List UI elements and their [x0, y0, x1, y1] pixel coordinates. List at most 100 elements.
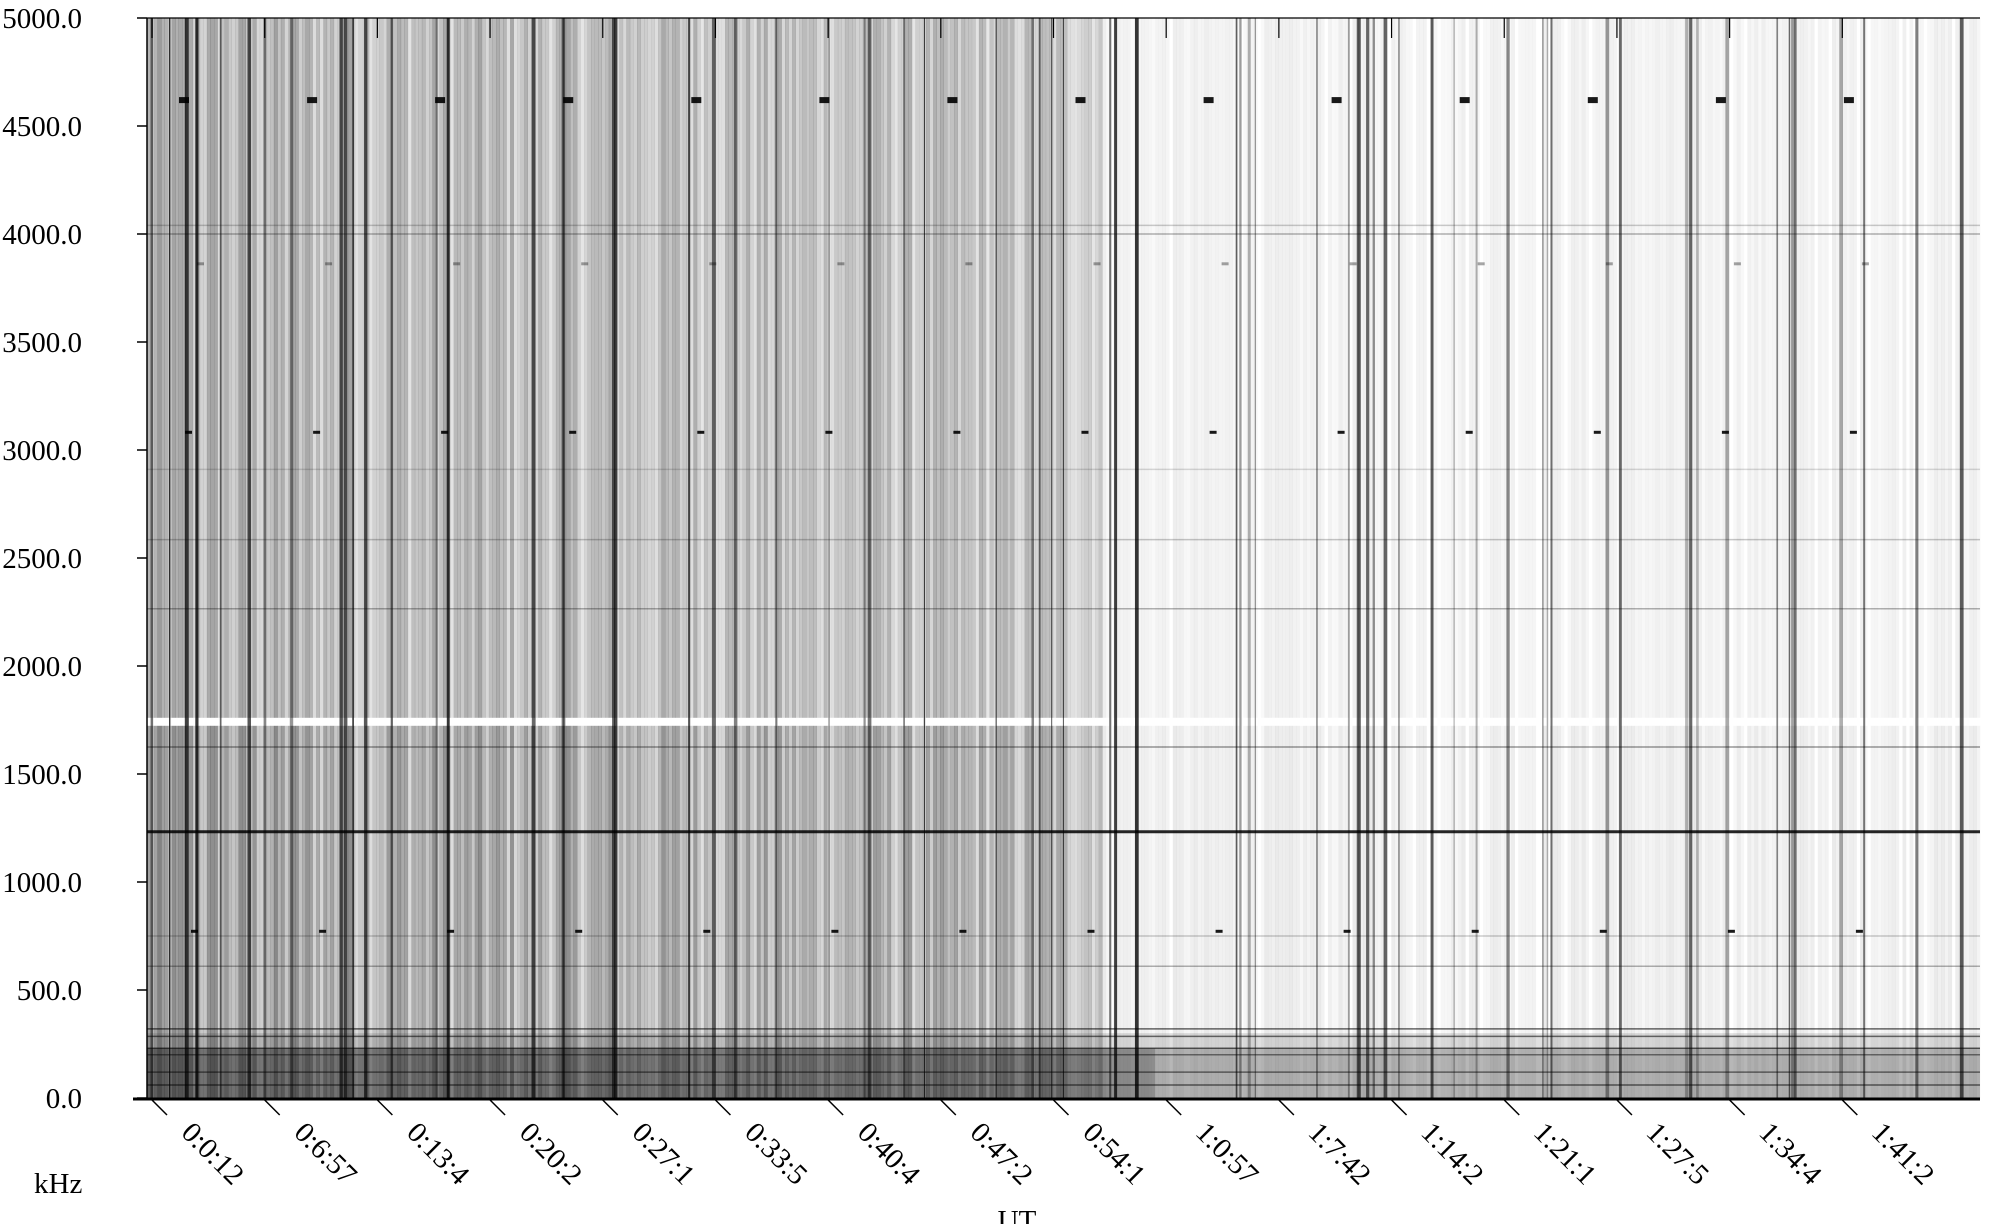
noise-column — [1504, 18, 1508, 718]
noise-column — [862, 725, 867, 1098]
noise-column — [432, 725, 437, 1098]
noise-column — [1359, 18, 1364, 718]
x-tick-label: 0:13:4 — [400, 1116, 475, 1191]
noise-column — [1282, 725, 1286, 1098]
noise-column — [1197, 725, 1202, 1098]
noise-column — [943, 725, 948, 1098]
noise-column — [228, 18, 232, 718]
noise-column — [319, 18, 324, 718]
noise-column — [827, 18, 832, 718]
noise-column — [682, 18, 687, 718]
noise-column — [1395, 18, 1399, 718]
impulse-line — [1959, 18, 1964, 1098]
noise-column — [1849, 725, 1854, 1098]
noise-column — [1014, 725, 1018, 1098]
noise-column — [799, 725, 803, 1098]
periodic-marker — [1081, 430, 1089, 434]
noise-column — [538, 725, 543, 1098]
noise-column — [182, 18, 187, 718]
periodic-marker — [691, 97, 702, 104]
periodic-marker — [1465, 430, 1473, 434]
noise-column — [1070, 18, 1075, 718]
noise-column — [1909, 18, 1914, 718]
noise-column — [1116, 18, 1121, 718]
noise-column — [439, 725, 444, 1098]
noise-column — [1229, 725, 1233, 1098]
noise-column — [1342, 725, 1346, 1098]
noise-column — [978, 725, 983, 1098]
noise-column — [309, 18, 313, 718]
noise-column — [1155, 725, 1159, 1098]
noise-column — [1930, 725, 1935, 1098]
noise-column — [555, 18, 560, 718]
noise-column — [224, 725, 229, 1098]
noise-column — [524, 725, 528, 1098]
noise-column — [249, 725, 253, 1098]
noise-column — [520, 18, 525, 718]
noise-column — [1162, 725, 1166, 1098]
noise-column — [897, 18, 902, 718]
noise-column — [478, 725, 483, 1098]
noise-column — [510, 725, 514, 1098]
periodic-marker — [825, 430, 833, 434]
noise-column — [598, 18, 602, 718]
noise-column — [883, 18, 888, 718]
impulse-line — [435, 18, 438, 1098]
noise-column — [852, 725, 856, 1098]
noise-column — [1468, 725, 1473, 1098]
noise-column — [756, 18, 761, 718]
noise-column — [957, 18, 962, 718]
noise-column — [584, 725, 588, 1098]
x-tick-label: 0:47:2 — [964, 1116, 1039, 1191]
noise-column — [1310, 18, 1315, 718]
noise-column — [644, 725, 648, 1098]
noise-column — [989, 725, 994, 1098]
noise-column — [372, 18, 377, 718]
noise-column — [580, 725, 585, 1098]
noise-column — [1652, 725, 1656, 1098]
impulse-line — [562, 18, 566, 1098]
impulse-line — [1696, 18, 1699, 1098]
noise-column — [1920, 725, 1924, 1098]
low-frequency-band — [147, 1048, 1156, 1098]
noise-column — [1888, 18, 1893, 718]
noise-column — [926, 18, 930, 718]
noise-column — [192, 725, 197, 1098]
impulse-line — [995, 18, 997, 1098]
noise-column — [161, 18, 165, 718]
noise-column — [1578, 725, 1582, 1098]
periodic-marker — [1721, 430, 1729, 434]
noise-column — [1532, 725, 1537, 1098]
x-tick-label: 1:34:4 — [1753, 1116, 1828, 1191]
periodic-marker — [1087, 929, 1095, 933]
noise-column — [1736, 725, 1741, 1098]
noise-column — [1895, 725, 1900, 1098]
noise-column — [1419, 18, 1424, 718]
noise-column — [940, 18, 944, 718]
noise-column — [1275, 18, 1279, 718]
noise-column — [1165, 18, 1170, 718]
noise-column — [830, 18, 835, 718]
noise-column — [1363, 18, 1367, 718]
noise-column — [802, 725, 807, 1098]
noise-column — [510, 18, 514, 718]
impulse-line — [1605, 18, 1610, 1098]
noise-column — [1338, 725, 1343, 1098]
noise-column — [890, 725, 895, 1098]
noise-column — [658, 725, 662, 1098]
noise-column — [1423, 725, 1427, 1098]
noise-column — [668, 18, 673, 718]
noise-column — [703, 18, 708, 718]
noise-column — [1602, 725, 1607, 1098]
impulse-line — [863, 18, 866, 1098]
impulse-line — [1506, 18, 1510, 1098]
noise-column — [270, 725, 275, 1098]
noise-column — [615, 725, 620, 1098]
noise-column — [369, 725, 373, 1098]
noise-column — [1423, 18, 1427, 718]
noise-column — [421, 725, 426, 1098]
noise-column — [1677, 18, 1681, 718]
noise-column — [926, 725, 930, 1098]
periodic-marker — [1849, 430, 1857, 434]
noise-column — [1123, 18, 1128, 718]
